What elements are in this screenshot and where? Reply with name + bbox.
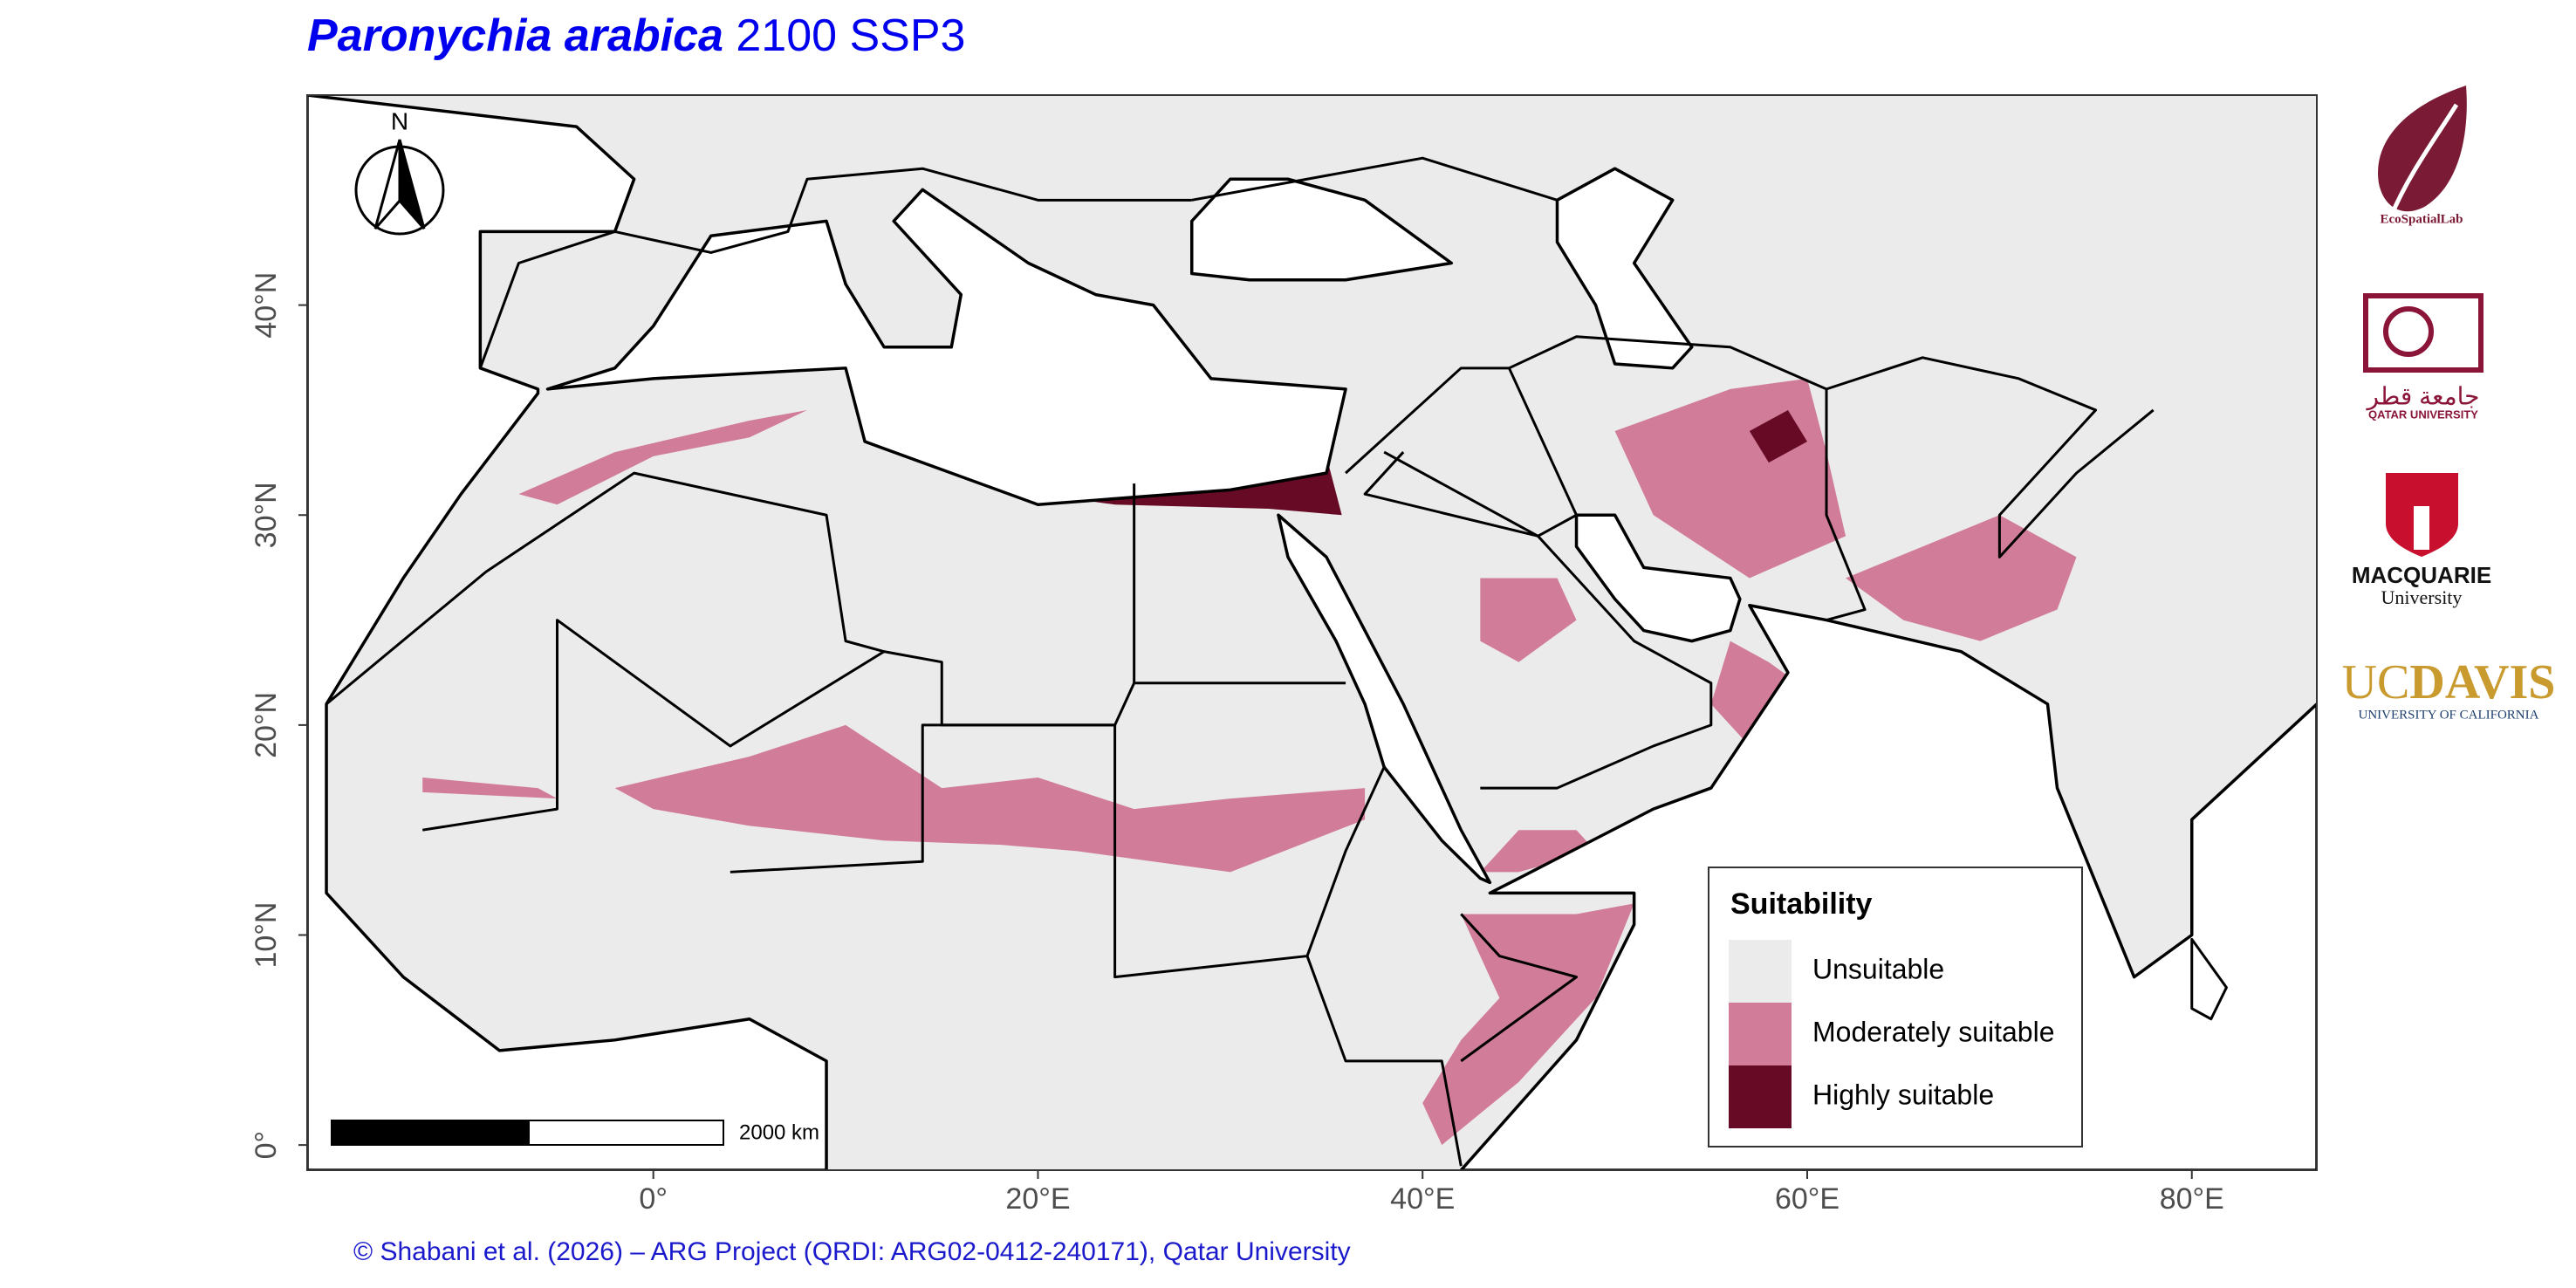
border <box>1384 452 1711 788</box>
arrow-right <box>398 139 426 230</box>
leaf-vein <box>2388 103 2459 217</box>
qatar-text: QATAR UNIVERSITY <box>2368 408 2478 421</box>
north-label: N <box>391 107 408 134</box>
y-tick-label: 10°N <box>250 902 283 969</box>
scale-bar: 2000 km <box>331 1120 819 1146</box>
qatar-logo <box>2363 293 2484 373</box>
sri-lanka <box>2192 939 2227 1018</box>
ecospatial-text: EcoSpatialLab <box>2380 212 2463 226</box>
legend-label: Moderately suitable <box>1812 1016 2054 1047</box>
suitability-area <box>1749 409 1807 463</box>
scenario: 2100 SSP3 <box>736 10 965 61</box>
border <box>1346 368 1576 537</box>
x-tick-label: 20°E <box>1005 1182 1070 1216</box>
mediterranean-sea <box>547 189 1346 504</box>
logos: EcoSpatialLab جامعة قطر QATAR UNIVERSITY… <box>2342 86 2556 722</box>
ecospatial-logo <box>2378 86 2467 212</box>
suitability-area <box>1710 641 1798 746</box>
north-arrow: N <box>354 107 445 236</box>
red-sea <box>1278 515 1490 882</box>
legend-title: Suitability <box>1730 887 1873 921</box>
uc: UC <box>2342 655 2410 709</box>
davis: DAVIS <box>2409 655 2555 709</box>
qatar-arabic: جامعة قطر <box>2366 382 2480 410</box>
x-tick-label: 40°E <box>1390 1182 1455 1216</box>
border <box>1461 914 1576 1060</box>
map-frame <box>306 94 2318 1171</box>
border <box>326 473 1346 725</box>
scale-bar-label: 2000 km <box>739 1120 819 1144</box>
suitability-area <box>422 778 558 799</box>
x-tick-label: 60°E <box>1775 1182 1840 1216</box>
caspian-sea <box>1557 168 1691 368</box>
border <box>480 168 1191 368</box>
map-title: Paronychia arabica 2100 SSP3 <box>307 10 965 61</box>
y-tick-label: 30°N <box>250 482 283 548</box>
border <box>1192 158 1558 200</box>
y-tick-label: 0° <box>250 1131 283 1160</box>
qatar-emblem <box>2383 306 2434 357</box>
scale-bar-white <box>528 1120 724 1146</box>
y-tick-label: 40°N <box>250 272 283 339</box>
macquarie-lighthouse <box>2414 506 2429 550</box>
x-tick-label: 0° <box>639 1182 668 1216</box>
scale-bar-black <box>331 1120 530 1146</box>
suitability-area <box>1480 578 1577 662</box>
legend-key <box>1729 940 1792 1003</box>
suitability-area <box>614 724 1366 873</box>
legend-key <box>1729 1065 1792 1128</box>
legend-label: Highly suitable <box>1812 1079 1994 1110</box>
credit: © Shabani et al. (2026) – ARG Project (Q… <box>353 1237 1351 1266</box>
y-tick-label: 20°N <box>250 692 283 758</box>
x-tick-label: 80°E <box>2160 1182 2224 1216</box>
persian-gulf <box>1577 515 1740 641</box>
macquarie-text: MACQUARIE <box>2352 562 2491 588</box>
species-name: Paronychia arabica <box>307 10 723 61</box>
border <box>1307 956 1461 1167</box>
black-sea <box>1192 179 1452 279</box>
suitability-area <box>1422 903 1634 1146</box>
border <box>730 725 1384 977</box>
macquarie-sub: University <box>2381 586 2463 608</box>
legend-label: Unsuitable <box>1812 953 1944 984</box>
border <box>422 620 884 831</box>
ucdavis-text: UCDAVIS <box>2342 655 2556 709</box>
legend: Suitability Unsuitable Moderately suitabl… <box>1708 867 2083 1148</box>
legend-key <box>1729 1003 1792 1065</box>
ucdavis-sub: UNIVERSITY OF CALIFORNIA <box>2359 708 2539 722</box>
border <box>1826 358 2154 558</box>
suitability-area <box>1480 830 1596 873</box>
suitability-area <box>1846 515 2077 641</box>
suitability-area <box>518 409 807 505</box>
axis-ticks: 0° 20°E 40°E 60°E 80°E 0° 10°N 20°N 30°N 40°N <box>250 272 2224 1216</box>
